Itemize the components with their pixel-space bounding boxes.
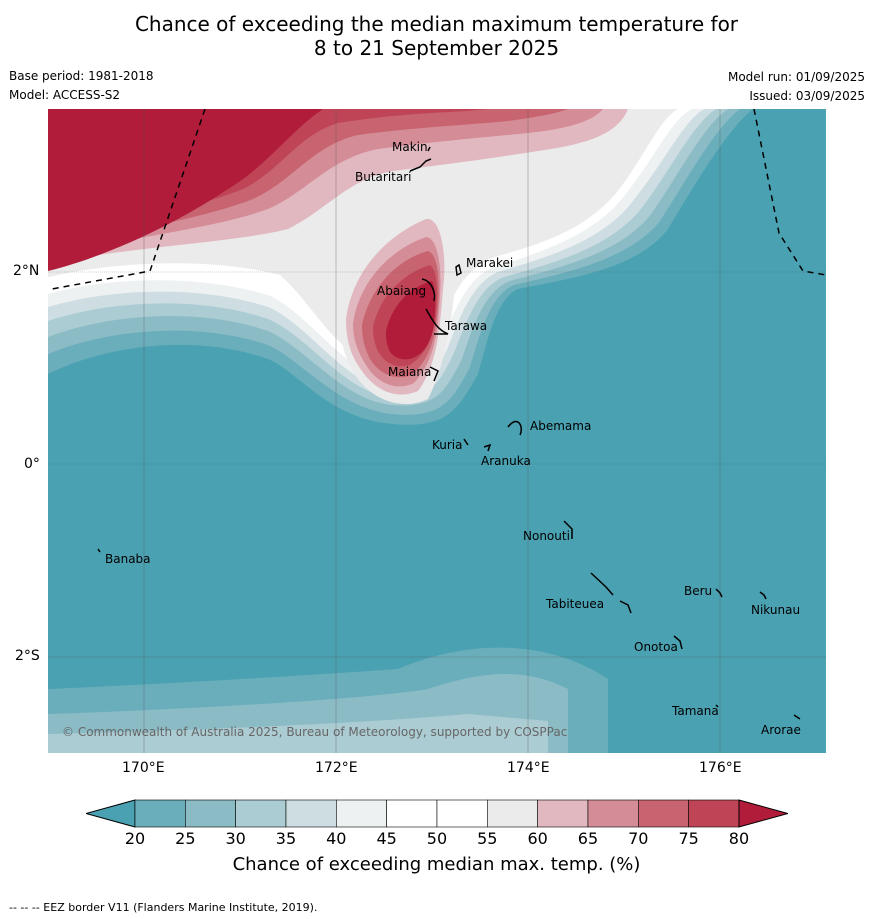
lon-label-176e: 176°E	[699, 760, 742, 776]
eez-borders	[51, 109, 826, 290]
gridlines	[48, 109, 826, 753]
colorbar-tick-label: 30	[225, 829, 246, 848]
colorbar-cell	[185, 799, 236, 828]
colorbar-cell	[587, 799, 639, 828]
colorbar-tick-label: 65	[577, 829, 599, 848]
label-aranuka: Aranuka	[481, 454, 531, 468]
band-south-3	[48, 714, 548, 753]
blob-85	[386, 281, 436, 360]
lat-label-2s: 2°S	[15, 648, 40, 664]
colorbar-cell	[336, 799, 387, 828]
colorbar-cell	[436, 799, 488, 828]
label-beru: Beru	[684, 584, 712, 598]
label-tamana: Tamana	[671, 704, 719, 718]
label-maiana: Maiana	[388, 365, 431, 379]
colorbar-tick-label: 45	[376, 829, 397, 848]
colorbar-cell	[134, 799, 186, 828]
colorbar-cell	[537, 799, 589, 828]
label-butaritari: Butaritari	[355, 170, 412, 184]
colorbar-tick-label: 80	[728, 829, 750, 848]
colorbar-tick-label: 40	[326, 829, 347, 848]
island-outlines	[97, 146, 801, 720]
lat-label-0: 0°	[24, 456, 40, 472]
colorbar-tick-label: 20	[124, 829, 146, 848]
colorbar-tick-label: 55	[477, 829, 498, 848]
lon-label-172e: 172°E	[315, 760, 358, 776]
colorbar-tick-label: 25	[175, 829, 196, 848]
label-abaiang: Abaiang	[377, 284, 426, 298]
label-nikunau: Nikunau	[751, 603, 800, 617]
colorbar-tick-label: 75	[678, 829, 699, 848]
colorbar-label: Chance of exceeding median max. temp. (%…	[232, 854, 641, 875]
label-nonouti: Nonouti	[523, 529, 570, 543]
colorbar-cell	[487, 799, 538, 828]
label-arorae: Arorae	[761, 723, 801, 737]
label-tabiteuea: Tabiteuea	[545, 597, 604, 611]
copyright-notice: © Commonwealth of Australia 2025, Bureau…	[62, 725, 567, 739]
colorbar-tick-label: 50	[426, 829, 448, 848]
colorbar-cell	[285, 799, 337, 828]
issued-date: Issued: 03/09/2025	[749, 89, 865, 103]
title-line-1: Chance of exceeding the median maximum t…	[134, 12, 739, 36]
colorbar-cell	[235, 799, 287, 828]
colorbar-cell	[637, 799, 689, 828]
colorbar	[86, 799, 788, 828]
label-tarawa: Tarawa	[444, 319, 487, 333]
band-n-85	[48, 109, 323, 271]
label-abemama: Abemama	[530, 419, 591, 433]
model-run: Model run: 01/09/2025	[727, 70, 865, 84]
colorbar-cell	[386, 799, 438, 828]
label-onotoa: Onotoa	[634, 640, 678, 654]
label-kuria: Kuria	[432, 438, 463, 452]
label-banaba: Banaba	[105, 552, 151, 566]
colorbar-tick-label: 70	[628, 829, 649, 848]
title-line-2: 8 to 21 September 2025	[313, 36, 560, 60]
map-title: Chance of exceeding the median maximum t…	[0, 12, 873, 60]
lat-label-2n: 2°N	[13, 263, 40, 279]
lon-label-170e: 170°E	[122, 760, 165, 776]
colorbar-tick-label: 60	[527, 829, 548, 848]
probability-map: Makin Butaritari Marakei Abaiang Tarawa …	[48, 109, 826, 753]
colorbar-cell	[688, 799, 740, 828]
lon-label-174e: 174°E	[507, 760, 550, 776]
model-name: Model: ACCESS-S2	[9, 88, 121, 102]
colorbar-high-arrow	[738, 799, 788, 828]
eez-border-note: -- -- -- EEZ border V11 (Flanders Marine…	[9, 901, 318, 914]
colorbar-low-arrow	[86, 799, 136, 828]
base-period: Base period: 1981-2018	[9, 69, 154, 83]
label-marakei: Marakei	[466, 256, 513, 270]
label-makin: Makin	[392, 140, 428, 154]
colorbar-tick-label: 35	[275, 829, 297, 848]
